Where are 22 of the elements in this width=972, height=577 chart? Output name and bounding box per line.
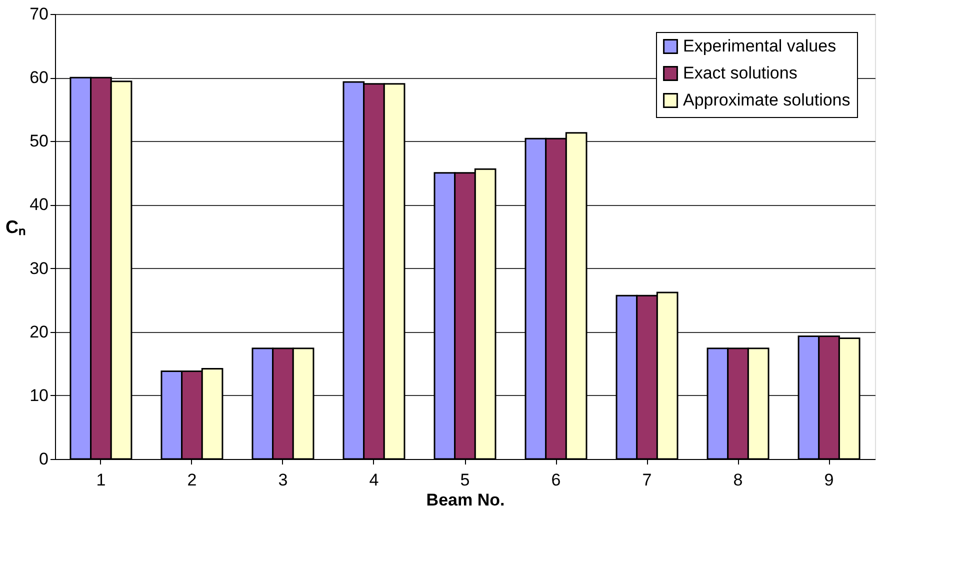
x-tick-label: 5 (460, 470, 470, 490)
x-tick-label: 1 (96, 470, 106, 490)
legend-label: Experimental values (683, 36, 836, 56)
x-tick-label: 8 (733, 470, 743, 490)
x-tick-label: 7 (642, 470, 652, 490)
y-tick-label: 10 (30, 386, 48, 405)
x-tick-label: 2 (187, 470, 197, 490)
y-tick-label: 70 (30, 4, 48, 24)
x-tick-label: 4 (369, 470, 379, 490)
y-tick-label: 50 (30, 132, 48, 151)
y-tick-label: 0 (39, 450, 48, 468)
x-tick-label: 9 (824, 470, 834, 490)
x-tick-label: 6 (551, 470, 561, 490)
y-tick-label: 40 (30, 195, 48, 214)
y-axis-title: Cₙ (6, 217, 26, 237)
x-axis-title: Beam No. (426, 490, 505, 510)
legend-label: Approximate solutions (683, 90, 850, 110)
y-tick-label: 60 (30, 68, 48, 88)
x-tick-label: 3 (278, 470, 288, 490)
y-tick-label: 30 (30, 258, 48, 278)
legend-label: Exact solutions (683, 64, 798, 82)
y-tick-label: 20 (30, 322, 48, 342)
